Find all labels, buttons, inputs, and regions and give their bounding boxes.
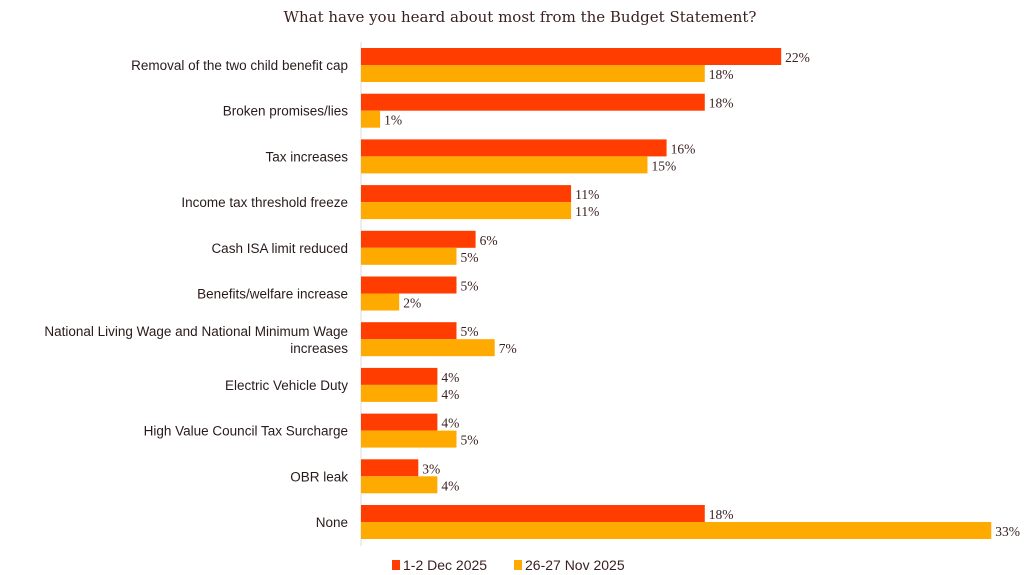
data-label: 15% (651, 158, 676, 173)
bar-nov (361, 522, 992, 539)
data-label: 7% (499, 341, 517, 356)
bar-nov (361, 384, 438, 402)
bar-dec (361, 367, 438, 385)
category-label: None (316, 515, 348, 530)
category-label: Broken promises/lies (223, 104, 349, 119)
data-label: 2% (403, 296, 421, 311)
category-label: Cash ISA limit reduced (211, 241, 348, 256)
category-label: Benefits/welfare increase (197, 287, 348, 302)
data-label: 4% (441, 478, 459, 493)
bar-dec (361, 139, 667, 157)
category-label: OBR leak (290, 469, 348, 484)
category-label: Electric Vehicle Duty (225, 378, 348, 393)
data-label: 16% (671, 141, 696, 156)
bar-nov (361, 110, 381, 128)
bar-nov (361, 156, 648, 174)
bar-nov (361, 293, 400, 311)
bar-nov (361, 247, 457, 265)
bar-dec (361, 276, 457, 294)
data-label: 4% (441, 370, 459, 385)
category-label: High Value Council Tax Surcharge (144, 424, 348, 439)
bar-dec (361, 48, 782, 65)
data-label: 5% (460, 279, 478, 294)
chart-title: What have you heard about most from the … (284, 8, 757, 26)
data-label: 4% (441, 387, 459, 402)
bar-nov (361, 65, 705, 82)
bar-dec (361, 322, 457, 340)
category-label: Tax increases (265, 149, 348, 164)
bar-nov (361, 202, 572, 220)
category-label: Removal of the two child benefit cap (131, 58, 348, 73)
data-label: 4% (441, 416, 459, 431)
category-label: National Living Wage and National Minimu… (44, 324, 348, 356)
bar-dec (361, 185, 572, 203)
bar-dec (361, 230, 476, 248)
bar-dec (361, 413, 438, 431)
bar-dec (361, 459, 419, 477)
category-label: Income tax threshold freeze (181, 195, 348, 210)
bar-nov (361, 339, 495, 357)
data-label: 5% (460, 324, 478, 339)
legend: 1-2 Dec 2025 26-27 Nov 2025 (392, 557, 625, 573)
data-label: 11% (575, 204, 599, 219)
data-label: 33% (995, 524, 1020, 539)
data-label: 18% (709, 96, 734, 111)
bar-nov (361, 430, 457, 448)
legend-label: 1-2 Dec 2025 (403, 557, 487, 573)
bar-dec (361, 505, 705, 522)
bar-dec (361, 93, 705, 111)
bar-nov (361, 476, 438, 494)
legend-swatch (392, 560, 400, 570)
data-label: 5% (460, 433, 478, 448)
data-label: 3% (422, 461, 440, 476)
data-label: 11% (575, 187, 599, 202)
data-label: 1% (384, 113, 402, 128)
legend-label: 26-27 Nov 2025 (525, 557, 625, 573)
data-label: 18% (709, 507, 734, 522)
data-label: 5% (460, 250, 478, 265)
data-label: 22% (785, 50, 810, 65)
data-label: 18% (709, 67, 734, 82)
data-label: 6% (480, 233, 498, 248)
legend-swatch (514, 560, 522, 570)
